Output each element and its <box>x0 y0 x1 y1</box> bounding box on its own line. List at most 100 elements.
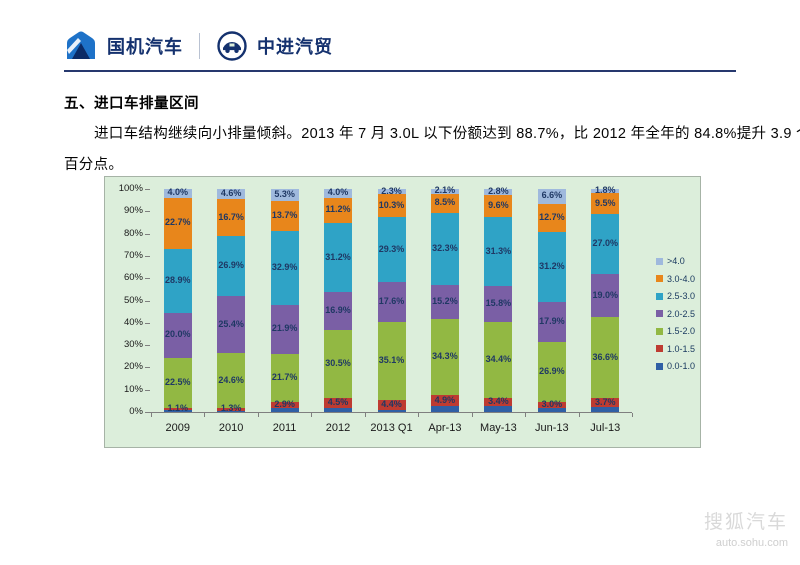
segment-label: 20.0% <box>164 329 191 340</box>
legend-label: 2.0-2.5 <box>667 308 696 319</box>
segment-label: 28.9% <box>164 274 191 285</box>
x-axis-tick <box>151 413 152 417</box>
watermark-url: auto.sohu.com <box>715 537 788 549</box>
legend-label: 1.0-1.5 <box>667 343 696 354</box>
bar-segment-2.5-3.0 <box>377 217 406 283</box>
bar-segment-0.0-1.0 <box>163 410 192 412</box>
y-axis-label: 50% <box>123 294 143 306</box>
y-axis-label: 80% <box>123 227 143 239</box>
segment-label: 29.3% <box>378 243 405 254</box>
segment-label: 1.3% <box>220 403 242 414</box>
bar-segment-1.0-1.5 <box>591 398 620 407</box>
segment-label: 4.4% <box>381 398 402 409</box>
bar-segment-2.0-2.5 <box>163 312 192 358</box>
segment-label: 6.6% <box>541 190 563 201</box>
y-axis-tick <box>145 345 150 347</box>
legend-swatch-icon <box>656 327 663 335</box>
segment-label: 34.3% <box>432 350 458 361</box>
bar-segment->4.0 <box>377 189 406 195</box>
y-axis-tick <box>145 278 150 280</box>
segment-label: 31.2% <box>325 251 351 262</box>
segment-label: 4.0% <box>167 187 188 198</box>
bar-segment->4.0 <box>537 189 566 204</box>
legend-label: 2.5-3.0 <box>667 291 696 301</box>
legend-item: 2.0-2.5 <box>656 309 695 319</box>
bar-segment-2.0-2.5 <box>484 286 513 322</box>
legend-item: 3.0-4.0 <box>656 274 695 284</box>
bar-segment-3.0-4.0 <box>163 197 192 249</box>
segment-label: 8.5% <box>434 197 456 208</box>
segment-label: 32.3% <box>432 242 458 253</box>
bar-segment-3.0-4.0 <box>217 199 246 237</box>
segment-label: 32.9% <box>271 262 298 273</box>
bar-segment-0.0-1.0 <box>430 405 459 412</box>
x-axis-label: May-13 <box>480 422 517 434</box>
x-axis-label: 2009 <box>165 422 190 434</box>
y-axis-label: 20% <box>123 361 143 373</box>
bar-segment-1.0-1.5 <box>217 407 246 411</box>
bar-segment->4.0 <box>430 189 459 194</box>
segment-label: 2.9% <box>274 399 295 410</box>
bar-segment-2.0-2.5 <box>377 282 406 322</box>
bar-segment-2.0-2.5 <box>591 274 620 317</box>
y-axis-label: 60% <box>123 272 143 284</box>
segment-label: 15.8% <box>485 298 512 309</box>
segment-label: 22.7% <box>164 217 191 228</box>
segment-label: 1.1% <box>167 402 188 413</box>
segment-label: 10.3% <box>378 199 405 210</box>
segment-label: 4.6% <box>220 188 242 199</box>
y-axis-label: 10% <box>123 383 143 395</box>
bar-segment-3.0-4.0 <box>324 197 353 223</box>
legend-label: 1.5-2.0 <box>667 326 696 336</box>
bar-segment-1.5-2.0 <box>430 318 459 396</box>
bar-segment-0.0-1.0 <box>537 408 566 412</box>
bar-segment-2.0-2.5 <box>217 296 246 354</box>
x-axis-tick <box>204 413 206 417</box>
bar-segment-2.5-3.0 <box>217 236 246 297</box>
legend-label: 3.0-4.0 <box>667 273 696 284</box>
segment-label: 17.9% <box>539 315 565 326</box>
x-axis-label: 2013 Q1 <box>370 422 413 434</box>
watermark: 搜狐汽车 auto.sohu.com <box>704 507 788 549</box>
x-axis-tick <box>525 413 527 417</box>
bar-segment-2.5-3.0 <box>163 248 192 313</box>
x-axis-tick <box>257 413 259 417</box>
x-axis-label: 2010 <box>218 422 244 434</box>
brand-name-guoji: 国机汽车 <box>107 37 183 57</box>
segment-label: 26.9% <box>218 260 244 271</box>
bar-segment-0.0-1.0 <box>324 408 353 412</box>
legend-swatch-icon <box>656 257 663 265</box>
segment-label: 12.7% <box>539 211 565 222</box>
bar-segment-0.0-1.0 <box>270 408 299 412</box>
segment-label: 2.1% <box>434 185 456 196</box>
segment-label: 19.0% <box>592 289 619 300</box>
bar-segment->4.0 <box>324 189 353 198</box>
legend-item: 1.0-1.5 <box>656 344 695 354</box>
x-axis-label: 2012 <box>325 422 351 434</box>
bar-segment-2.0-2.5 <box>430 284 459 319</box>
y-axis-tick <box>145 300 150 302</box>
bar-segment-1.5-2.0 <box>163 357 192 408</box>
legend-item: 2.5-3.0 <box>656 291 695 301</box>
segment-label: 2.8% <box>488 186 509 197</box>
bar-segment-3.0-4.0 <box>484 195 513 217</box>
bar-segment-1.0-1.5 <box>484 398 513 406</box>
chart-panel: 0% 10% 20% 30% 40% 50% 60% 70% 80% 90% 100% 1.1% 22.… <box>104 176 701 448</box>
header-rule <box>64 70 736 72</box>
bar-segment->4.0 <box>163 189 192 198</box>
segment-label: 16.7% <box>218 211 244 222</box>
bar-segment-2.5-3.0 <box>537 232 566 302</box>
x-axis-label: Jul-13 <box>590 422 621 434</box>
segment-label: 30.5% <box>325 358 351 369</box>
legend-swatch-icon <box>656 362 663 370</box>
segment-label: 35.1% <box>378 354 405 365</box>
bar-segment-2.0-2.5 <box>324 292 353 331</box>
bar-segment-1.5-2.0 <box>484 321 513 399</box>
bar-segment-2.5-3.0 <box>324 222 353 293</box>
segment-label: 4.0% <box>327 187 349 198</box>
brand-name-zhongjin: 中进汽贸 <box>257 37 333 57</box>
y-axis-tick <box>145 367 150 369</box>
legend-swatch-icon <box>656 310 663 317</box>
header-divider <box>199 33 200 59</box>
bar-segment->4.0 <box>217 189 246 200</box>
